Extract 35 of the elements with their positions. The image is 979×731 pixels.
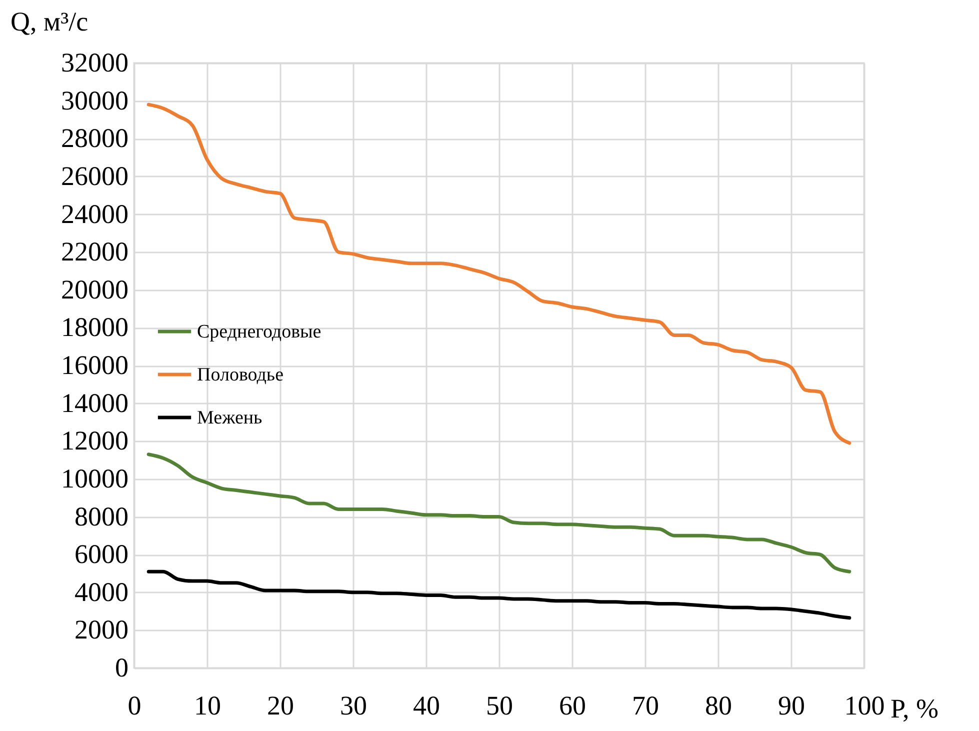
y-axis-title: Q, м³/с: [10, 6, 88, 36]
y-tick-label: 26000: [61, 160, 128, 191]
x-tick-label: 60: [559, 690, 586, 720]
y-tick-label: 16000: [61, 350, 128, 380]
y-tick-label: 24000: [61, 198, 128, 229]
x-tick-label: 10: [194, 690, 221, 720]
y-tick-label: 10000: [61, 463, 128, 494]
x-tick-label: 40: [413, 690, 440, 720]
line-series: [146, 102, 852, 445]
y-tick-label: 6000: [74, 539, 128, 570]
y-tick-label: 20000: [61, 274, 128, 304]
y-tick-label: 28000: [61, 123, 128, 154]
x-tick-label: 50: [486, 690, 513, 720]
legend-label: Среднегодовые: [197, 322, 322, 342]
x-tick-label: 80: [705, 690, 732, 720]
y-tick-label: 14000: [61, 388, 128, 418]
y-tick-label: 22000: [61, 236, 128, 267]
line-series: [146, 452, 852, 574]
legend-label: Половодье: [197, 364, 284, 386]
y-tick-label: 8000: [74, 501, 128, 532]
y-tick-label: 30000: [61, 85, 128, 116]
line-series: [146, 570, 852, 620]
x-tick-label: 90: [778, 690, 805, 720]
y-tick-label: 2000: [74, 614, 128, 645]
y-tick-label: 12000: [61, 426, 128, 456]
x-tick-label: 30: [340, 690, 367, 720]
legend-label: Межень: [197, 408, 263, 428]
x-tick-label: 100: [844, 690, 885, 720]
x-tick-label: 20: [267, 690, 294, 720]
x-tick-label: 70: [632, 690, 659, 720]
y-tick-label: 0: [115, 652, 128, 682]
y-tick-label: 18000: [61, 312, 128, 342]
y-tick-label: 4000: [74, 576, 128, 607]
x-axis-title: P, %: [890, 694, 939, 724]
y-tick-label: 32000: [61, 48, 128, 78]
